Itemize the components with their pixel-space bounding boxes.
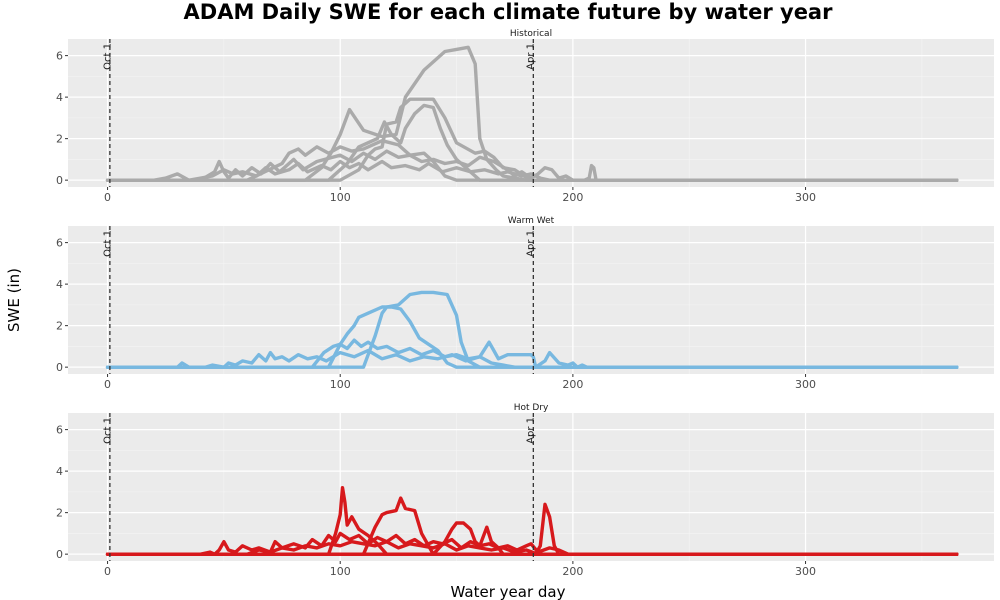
y-tick-label: 6 [56, 424, 63, 437]
reference-line-label: Apr 1 [526, 230, 537, 257]
x-tick-label: 100 [330, 191, 351, 204]
series-line [105, 540, 959, 556]
panel-background [68, 226, 994, 374]
x-tick-label: 0 [104, 378, 111, 391]
facet-panel: Historical Oct 1 Apr 1 0 2 4 6 0 100 200 300 [56, 29, 994, 204]
series-line [105, 97, 959, 182]
y-axis-label: SWE (in) [5, 268, 23, 332]
reference-line-label: Oct 1 [102, 417, 113, 444]
facet-panel: Warm Wet Oct 1 Apr 1 0 2 4 6 0 100 200 300 [56, 216, 994, 391]
x-tick-label: 300 [795, 191, 816, 204]
y-tick-label: 4 [56, 465, 63, 478]
series-line [105, 338, 959, 369]
chart-title: ADAM Daily SWE for each climate future b… [183, 0, 833, 24]
x-tick-label: 0 [104, 191, 111, 204]
reference-line-label: Apr 1 [526, 417, 537, 444]
reference-line-label: Oct 1 [102, 230, 113, 257]
x-tick-label: 300 [795, 378, 816, 391]
series-line [105, 159, 959, 182]
series-line [105, 103, 959, 182]
facet-strip-label: Hot Dry [514, 403, 549, 413]
facet-strip-label: Historical [510, 29, 552, 39]
x-tick-label: 100 [330, 565, 351, 578]
series-line [105, 496, 959, 556]
y-tick-label: 6 [56, 50, 63, 63]
y-tick-label: 0 [56, 174, 63, 187]
reference-line-label: Oct 1 [102, 43, 113, 70]
panel-background [68, 39, 994, 187]
y-tick-label: 2 [56, 507, 63, 520]
y-tick-label: 4 [56, 91, 63, 104]
y-tick-label: 6 [56, 237, 63, 250]
series-line [105, 139, 959, 182]
y-tick-label: 0 [56, 361, 63, 374]
x-tick-label: 200 [562, 191, 583, 204]
series-line [105, 290, 959, 369]
x-tick-label: 200 [562, 378, 583, 391]
x-tick-label: 0 [104, 565, 111, 578]
panel-background [68, 413, 994, 561]
x-tick-label: 100 [330, 378, 351, 391]
series-line [105, 45, 959, 182]
facet-panel: Hot Dry Oct 1 Apr 1 0 2 4 6 0 100 200 300 [56, 403, 994, 578]
y-tick-label: 2 [56, 133, 63, 146]
x-tick-label: 200 [562, 565, 583, 578]
y-tick-label: 0 [56, 548, 63, 561]
series-line [105, 340, 959, 369]
x-axis-label: Water year day [451, 583, 566, 600]
facet-strip-label: Warm Wet [508, 216, 555, 226]
y-tick-label: 2 [56, 320, 63, 333]
y-tick-label: 4 [56, 278, 63, 291]
reference-line-label: Apr 1 [526, 43, 537, 70]
x-tick-label: 300 [795, 565, 816, 578]
